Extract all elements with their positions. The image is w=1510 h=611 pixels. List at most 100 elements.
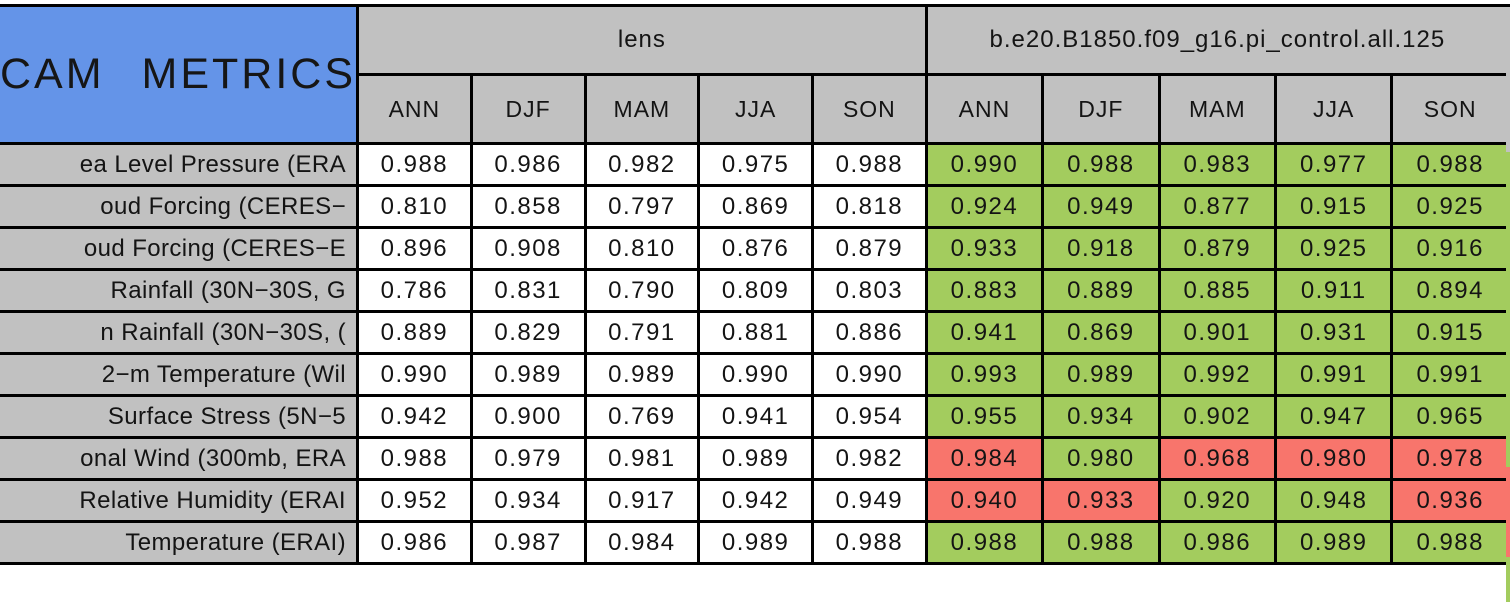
control-value-cell: 0.988 <box>1041 520 1161 565</box>
control-value-cell: 0.947 <box>1274 394 1394 439</box>
lens-value-cell: 0.986 <box>356 520 473 565</box>
control-value-cell: 0.869 <box>1041 310 1161 355</box>
season-header-jja-group1: JJA <box>697 73 814 145</box>
lens-value-cell: 0.954 <box>811 394 928 439</box>
control-value-cell: 0.902 <box>1157 394 1278 439</box>
lens-value-cell: 0.981 <box>583 436 701 481</box>
lens-value-cell: 0.896 <box>356 226 473 271</box>
metric-row: onal Wind (300mb, ERA 0.988 0.979 0.981 0.98… <box>0 436 1510 481</box>
lens-value-cell: 0.982 <box>811 436 928 481</box>
lens-value-cell: 0.831 <box>469 268 587 313</box>
season-header-ann-group2: ANN <box>924 73 1045 145</box>
control-value-cell: 0.991 <box>1274 352 1394 397</box>
lens-value-cell: 0.786 <box>356 268 473 313</box>
control-value-cell: 0.894 <box>1390 268 1510 313</box>
metric-row-label: 2−m Temperature (Wil <box>0 352 359 397</box>
metric-row: 2−m Temperature (Wil 0.990 0.989 0.989 0.990… <box>0 352 1510 397</box>
lens-value-cell: 0.942 <box>697 478 814 523</box>
season-header-row: ANN DJF MAM JJA SON ANN DJF MAM JJA SON <box>0 73 1510 145</box>
season-header-djf-group1: DJF <box>469 73 587 145</box>
lens-value-cell: 0.900 <box>469 394 587 439</box>
cropped-cell-fragment <box>1506 557 1510 602</box>
season-header-son-group2: SON <box>1390 73 1510 145</box>
metric-row: Rainfall (30N−30S, G 0.786 0.831 0.790 0.809… <box>0 268 1510 313</box>
control-value-cell: 0.925 <box>1274 226 1394 271</box>
metric-row-label: onal Wind (300mb, ERA <box>0 436 359 481</box>
lens-value-cell: 0.990 <box>811 352 928 397</box>
control-value-cell: 0.988 <box>1390 520 1510 565</box>
control-value-cell: 0.986 <box>1157 520 1278 565</box>
cropped-cell-fragment <box>1506 377 1510 422</box>
control-value-cell: 0.980 <box>1274 436 1394 481</box>
control-value-cell: 0.877 <box>1157 184 1278 229</box>
control-value-cell: 0.955 <box>924 394 1045 439</box>
control-value-cell: 0.933 <box>924 226 1045 271</box>
control-value-cell: 0.918 <box>1041 226 1161 271</box>
control-value-cell: 0.989 <box>1041 352 1161 397</box>
control-value-cell: 0.988 <box>924 520 1045 565</box>
metric-row-label: Temperature (ERAI) <box>0 520 359 565</box>
lens-value-cell: 0.988 <box>811 520 928 565</box>
lens-value-cell: 0.984 <box>583 520 701 565</box>
lens-value-cell: 0.990 <box>697 352 814 397</box>
control-value-cell: 0.924 <box>924 184 1045 229</box>
lens-value-cell: 0.989 <box>583 352 701 397</box>
lens-value-cell: 0.858 <box>469 184 587 229</box>
control-value-cell: 0.889 <box>1041 268 1161 313</box>
control-value-cell: 0.988 <box>1390 142 1510 187</box>
lens-value-cell: 0.988 <box>356 142 473 187</box>
control-value-cell: 0.901 <box>1157 310 1278 355</box>
lens-value-cell: 0.810 <box>356 184 473 229</box>
control-value-cell: 0.988 <box>1041 142 1161 187</box>
control-value-cell: 0.941 <box>924 310 1045 355</box>
lens-value-cell: 0.979 <box>469 436 587 481</box>
lens-value-cell: 0.982 <box>583 142 701 187</box>
control-value-cell: 0.984 <box>924 436 1045 481</box>
control-value-cell: 0.949 <box>1041 184 1161 229</box>
lens-value-cell: 0.975 <box>697 142 814 187</box>
lens-value-cell: 0.809 <box>697 268 814 313</box>
metric-row-label: Relative Humidity (ERAI <box>0 478 359 523</box>
lens-value-cell: 0.988 <box>356 436 473 481</box>
lens-value-cell: 0.886 <box>811 310 928 355</box>
lens-value-cell: 0.879 <box>811 226 928 271</box>
control-value-cell: 0.911 <box>1274 268 1394 313</box>
metrics-table-body: ea Level Pressure (ERA 0.988 0.986 0.982 0.9… <box>0 142 1510 565</box>
lens-value-cell: 0.869 <box>697 184 814 229</box>
metric-row-label: Surface Stress (5N−5 <box>0 394 359 439</box>
metric-row: ea Level Pressure (ERA 0.988 0.986 0.982 0.9… <box>0 142 1510 187</box>
control-value-cell: 0.931 <box>1274 310 1394 355</box>
control-value-cell: 0.915 <box>1390 310 1510 355</box>
metric-row-label: ea Level Pressure (ERA <box>0 142 359 187</box>
control-value-cell: 0.915 <box>1274 184 1394 229</box>
metric-row: oud Forcing (CERES− 0.810 0.858 0.797 0.869 0… <box>0 184 1510 229</box>
lens-value-cell: 0.797 <box>583 184 701 229</box>
metric-row-label: oud Forcing (CERES− <box>0 184 359 229</box>
lens-value-cell: 0.987 <box>469 520 587 565</box>
control-value-cell: 0.989 <box>1274 520 1394 565</box>
control-value-cell: 0.990 <box>924 142 1045 187</box>
lens-value-cell: 0.917 <box>583 478 701 523</box>
lens-value-cell: 0.881 <box>697 310 814 355</box>
control-value-cell: 0.977 <box>1274 142 1394 187</box>
cropped-cell-fragment <box>1506 467 1510 512</box>
control-value-cell: 0.925 <box>1390 184 1510 229</box>
cropped-cell-fragment <box>1506 422 1510 467</box>
cropped-cell-fragment <box>1506 242 1510 287</box>
lens-value-cell: 0.986 <box>469 142 587 187</box>
lens-value-cell: 0.791 <box>583 310 701 355</box>
lens-value-cell: 0.988 <box>811 142 928 187</box>
control-value-cell: 0.916 <box>1390 226 1510 271</box>
control-value-cell: 0.934 <box>1041 394 1161 439</box>
control-value-cell: 0.993 <box>924 352 1045 397</box>
lens-value-cell: 0.829 <box>469 310 587 355</box>
lens-value-cell: 0.934 <box>469 478 587 523</box>
lens-value-cell: 0.941 <box>697 394 814 439</box>
lens-value-cell: 0.949 <box>811 478 928 523</box>
lens-value-cell: 0.952 <box>356 478 473 523</box>
group-header-row: CAM METRICS lens b.e20.B1850.f09_g16.pi_… <box>0 4 1510 145</box>
cam-metrics-table: CAM METRICS lens b.e20.B1850.f09_g16.pi_… <box>0 4 1510 565</box>
control-value-cell: 0.936 <box>1390 478 1510 523</box>
control-value-cell: 0.968 <box>1157 436 1278 481</box>
season-header-son-group1: SON <box>811 73 928 145</box>
